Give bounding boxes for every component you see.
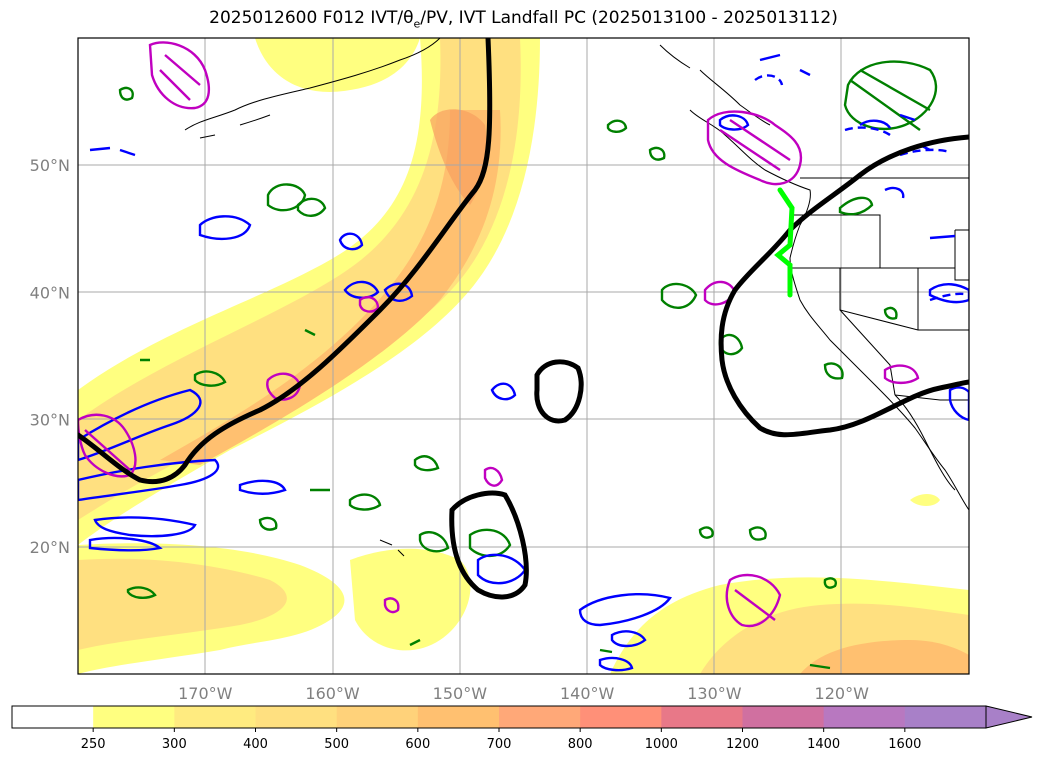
ivt-south-mid bbox=[350, 548, 471, 651]
colorbar-segment bbox=[904, 706, 987, 728]
ivt-north-yellow bbox=[255, 38, 420, 92]
ivt-south-east-max bbox=[800, 640, 969, 674]
colorbar-tick-labels: 250 300 400 500 600 700 800 1000 1200 1400 1600 bbox=[81, 737, 922, 752]
map-frame bbox=[77, 37, 970, 675]
political-borders bbox=[790, 177, 969, 401]
colorbar-segment bbox=[174, 706, 256, 728]
colorbar-tick-label: 700 bbox=[487, 737, 512, 752]
map-area bbox=[78, 38, 969, 674]
colorbar-segment bbox=[417, 706, 500, 728]
colorbar bbox=[11, 705, 1033, 732]
colorbar-segment bbox=[742, 706, 825, 728]
colorbar-tick-label: 600 bbox=[405, 737, 430, 752]
lon-label: 120°W bbox=[815, 684, 870, 703]
lon-label: 130°W bbox=[687, 684, 742, 703]
colorbar-tick-label: 400 bbox=[243, 737, 268, 752]
colorbar-tick-label: 1200 bbox=[726, 737, 759, 752]
pv-contours-green bbox=[118, 60, 938, 670]
lon-label: 150°W bbox=[433, 684, 488, 703]
lat-label: 40°N bbox=[30, 283, 70, 302]
colorbar-segment bbox=[823, 706, 906, 728]
colorbar-tick-label: 300 bbox=[162, 737, 187, 752]
latitude-labels: 50°N 40°N 30°N 20°N bbox=[30, 156, 70, 557]
lon-label: 140°W bbox=[560, 684, 615, 703]
lon-label: 170°W bbox=[178, 684, 233, 703]
title-subscript: e bbox=[413, 17, 421, 31]
colorbar-tick-label: 500 bbox=[324, 737, 349, 752]
colorbar-segment bbox=[661, 706, 743, 728]
pv-contours-blue-dashed bbox=[754, 74, 969, 302]
theta-e-contours bbox=[78, 38, 969, 600]
colorbar-segment bbox=[580, 706, 662, 728]
chart-title: 2025012600 F012 IVT/θe/PV, IVT Landfall … bbox=[0, 8, 1047, 30]
lat-label: 30°N bbox=[30, 411, 70, 430]
ivt-landfall-line bbox=[774, 187, 795, 298]
colorbar-tick-label: 800 bbox=[568, 737, 593, 752]
lat-label: 20°N bbox=[30, 538, 70, 557]
pv-contours-magenta bbox=[78, 41, 920, 628]
lon-label: 160°W bbox=[305, 684, 360, 703]
colorbar-extend-arrow bbox=[985, 705, 1033, 729]
longitude-labels: 170°W 160°W 150°W 140°W 130°W 120°W bbox=[178, 684, 869, 703]
colorbar-tick-label: 1600 bbox=[888, 737, 921, 752]
colorbar-segment bbox=[93, 706, 175, 728]
colorbar-segment bbox=[499, 706, 581, 728]
colorbar-tick-label: 1400 bbox=[807, 737, 840, 752]
ivt-band-max bbox=[430, 109, 487, 205]
colorbar-tick-label: 250 bbox=[81, 737, 106, 752]
title-suffix: /PV, IVT Landfall PC (2025013100 - 20250… bbox=[420, 8, 838, 28]
colorbar-segment bbox=[12, 706, 94, 728]
pv-contours-blue bbox=[78, 53, 969, 672]
coastlines bbox=[184, 38, 969, 557]
colorbar-segment bbox=[255, 706, 338, 728]
colorbar-segment bbox=[336, 706, 419, 728]
lat-label: 50°N bbox=[30, 156, 70, 175]
title-prefix: 2025012600 F012 IVT/θ bbox=[209, 8, 414, 28]
ivt-band-orange bbox=[78, 38, 521, 520]
colorbar-tick-label: 1000 bbox=[645, 737, 678, 752]
ivt-south-west-core bbox=[78, 558, 287, 650]
ivt-small-patch bbox=[910, 494, 940, 506]
